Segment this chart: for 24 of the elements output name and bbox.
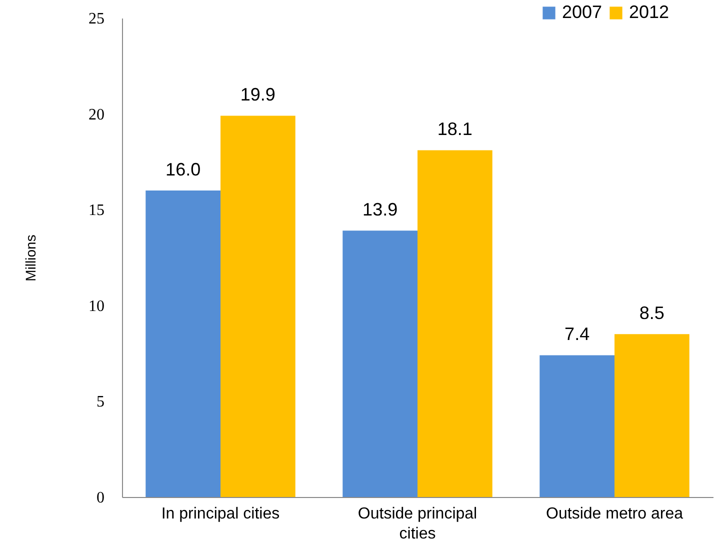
text: 13.9 <box>362 200 398 220</box>
y-tick-label: 10 <box>88 298 104 315</box>
bar <box>146 190 220 497</box>
bar <box>418 150 492 497</box>
y-tick-label: 5 <box>96 394 104 411</box>
text: 19.9 <box>240 84 276 105</box>
legend-label: 2012 <box>629 2 670 22</box>
y-tick-label: 20 <box>88 106 104 124</box>
x-tick-label: Outside principal cities <box>358 506 478 542</box>
text: 16.0 <box>166 159 201 180</box>
text: 18.1 <box>437 119 472 140</box>
y-tick-label: 25 <box>88 10 104 28</box>
x-tick-label: Outside metro area <box>546 506 684 522</box>
text: 7.4 <box>564 324 590 344</box>
legend-label: 2007 <box>562 2 602 22</box>
bar <box>540 355 614 497</box>
y-axis-title: Millions <box>22 234 38 282</box>
y-tick-label: 15 <box>88 202 104 220</box>
x-tick-label: In principal cities <box>161 506 280 522</box>
y-tick-label: 0 <box>96 490 104 506</box>
bar <box>220 116 296 497</box>
bar <box>342 230 418 497</box>
bar <box>614 334 690 497</box>
text: 8.5 <box>639 303 664 324</box>
